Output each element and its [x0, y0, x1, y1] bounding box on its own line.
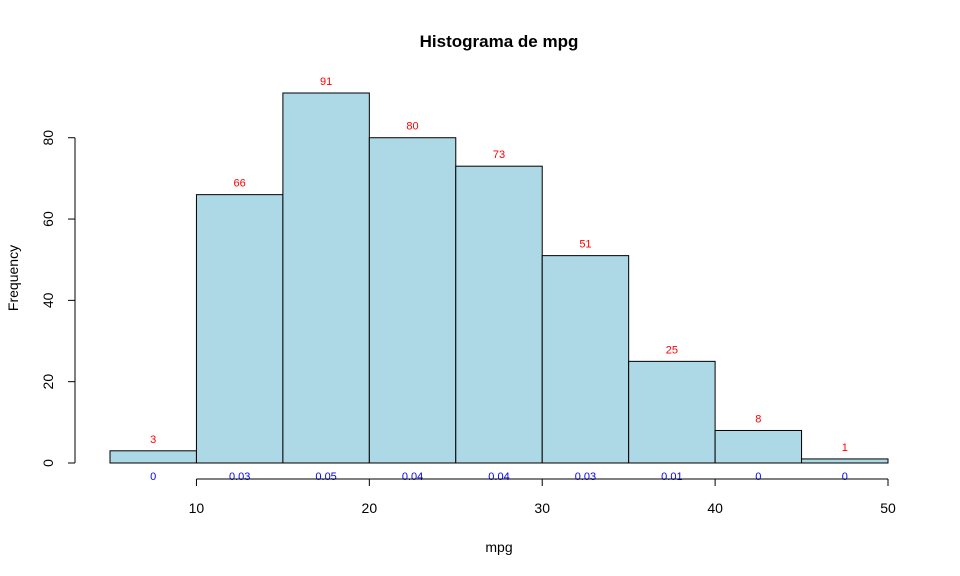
x-tick-label: 20: [362, 500, 378, 516]
bar-density-label: 0: [755, 471, 761, 483]
bar-count-label: 66: [234, 178, 246, 190]
x-tick-label: 40: [707, 500, 723, 516]
bar-density-label: 0.04: [488, 471, 509, 483]
bar-density-label: 0: [842, 471, 848, 483]
y-tick-label: 40: [40, 292, 56, 308]
y-tick-label: 60: [40, 211, 56, 227]
density-labels-group: 0 0.03 0.05 0.04 0.04 0.03 0.01 0 0: [150, 471, 848, 483]
y-tick-label: 80: [40, 130, 56, 146]
histogram-bar: [714, 429, 803, 464]
count-labels-group: 3 66 91 80 73 51 25 8 1: [150, 76, 848, 454]
bar-density-label: 0: [150, 471, 156, 483]
y-tick-label: 0: [40, 459, 56, 467]
x-axis: 10 20 30 40 50: [189, 478, 896, 516]
bar-count-label: 91: [320, 76, 332, 88]
x-tick-label: 10: [189, 500, 205, 516]
histogram-bar: [195, 194, 284, 464]
x-tick-label: 30: [534, 500, 550, 516]
y-tick-label: 20: [40, 374, 56, 390]
bar-density-label: 0.03: [229, 471, 250, 483]
y-axis: 0 20 40 60 80: [40, 130, 76, 467]
bar-density-label: 0.05: [315, 471, 336, 483]
bars-group: [109, 92, 889, 464]
bar-count-label: 8: [755, 413, 761, 425]
histogram-bar: [628, 360, 716, 464]
y-axis-label: Frequency: [5, 245, 21, 311]
bar-count-label: 51: [579, 239, 591, 251]
bar-count-label: 25: [666, 344, 678, 356]
chart-title: Histograma de mpg: [420, 32, 579, 51]
bar-count-label: 80: [406, 121, 418, 133]
x-axis-label: mpg: [485, 539, 512, 555]
x-tick-label: 50: [880, 500, 896, 516]
bar-density-label: 0.03: [575, 471, 596, 483]
histogram-bar: [801, 458, 889, 464]
histogram-bar: [282, 92, 370, 464]
bar-density-label: 0.01: [661, 471, 682, 483]
histogram-bar: [455, 165, 543, 464]
bar-count-label: 3: [150, 434, 156, 446]
histogram-bar: [109, 450, 197, 464]
histogram-bar: [368, 137, 457, 464]
bar-density-label: 0.04: [402, 471, 423, 483]
histogram-bar: [541, 255, 630, 464]
bar-count-label: 73: [493, 149, 505, 161]
bar-count-label: 1: [842, 442, 848, 454]
